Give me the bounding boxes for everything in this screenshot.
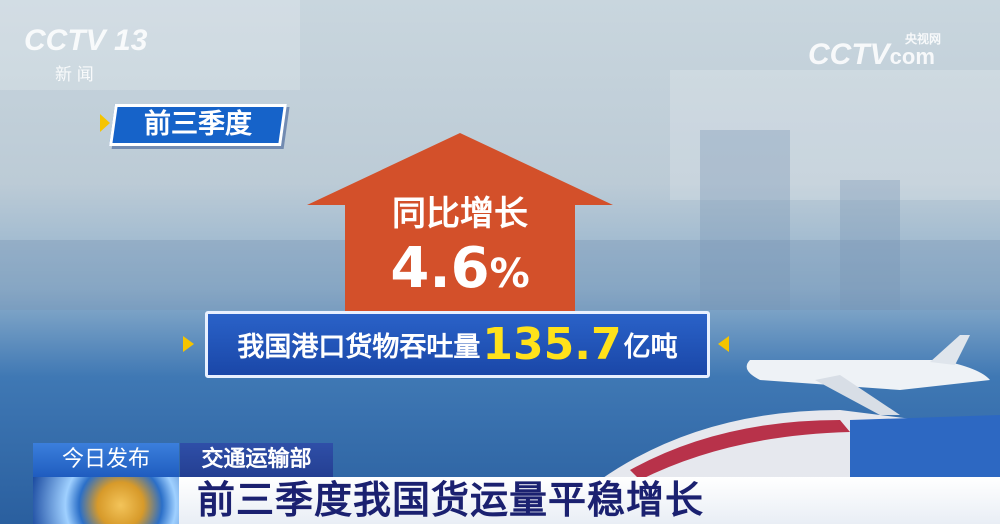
source-label: 交通运输部: [180, 443, 333, 477]
headline: 前三季度我国货运量平稳增长: [179, 477, 1000, 524]
channel-logo: CCTV 13: [24, 24, 148, 57]
bg-building: [840, 180, 900, 310]
bg-building: [700, 130, 790, 310]
stat-box: 我国港口货物吞吐量 135.7 亿吨: [205, 311, 710, 378]
chevron-left-icon: [718, 336, 729, 352]
release-label: 今日发布: [33, 443, 179, 477]
globe-icon: [33, 477, 179, 524]
web-logo: CCTVcom: [808, 38, 935, 71]
stat-label: 我国港口货物吞吐量: [237, 332, 481, 363]
bg-panel: [0, 0, 300, 90]
arrow-label: 同比增长: [392, 194, 528, 234]
web-logo-cn: 央视网: [905, 32, 942, 46]
growth-rate: 4.6%: [390, 236, 530, 301]
stat-value: 135.7: [482, 319, 622, 370]
stat-unit: 亿吨: [623, 332, 678, 363]
chevron-right-icon: [183, 336, 194, 352]
up-arrow-shape: [307, 133, 613, 312]
channel-logo-sub: 新 闻: [55, 65, 94, 84]
chevron-icon: [100, 114, 110, 132]
bg-panel: [670, 70, 1000, 200]
